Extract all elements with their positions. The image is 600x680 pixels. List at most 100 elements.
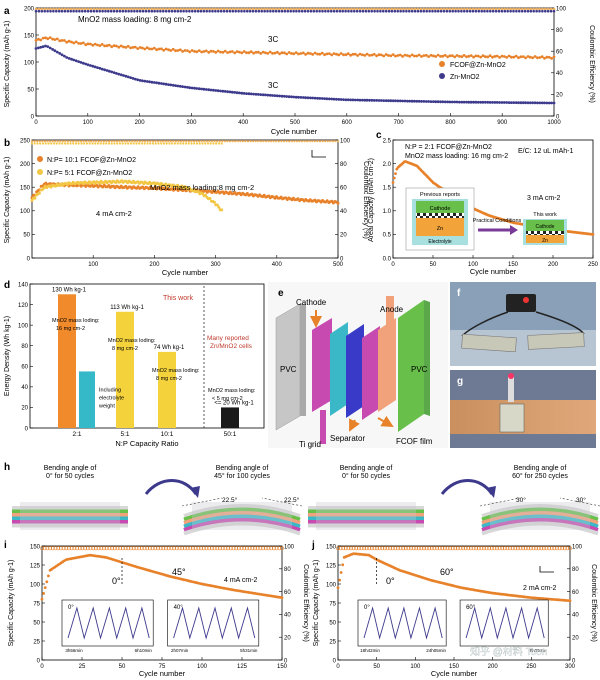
capacity-point-zn [126, 75, 130, 79]
ce-point-10 [244, 140, 247, 143]
ce-point-5 [135, 142, 138, 145]
axes-box [392, 139, 594, 259]
ce-point-zn [104, 9, 107, 13]
loading-label: 8 mg cm-2 [112, 346, 138, 352]
panel-letter-b: b [4, 138, 10, 149]
capacity-point-zn [150, 80, 154, 84]
ce-point-zn [376, 9, 379, 13]
capacity-point-fcof [209, 49, 213, 53]
zn-block [416, 218, 464, 236]
ce-point-zn [144, 9, 148, 13]
capacity-point-fcof [204, 49, 208, 53]
capacity-point-fcof [443, 53, 447, 57]
ce-point-10 [264, 140, 268, 143]
anode-layer [378, 318, 396, 412]
capacity-point-fcof [183, 49, 187, 52]
capacity-point-zn [51, 48, 54, 51]
category-label: 10:1 [161, 431, 174, 438]
ce-point [193, 546, 198, 551]
ce-point-fcof [196, 7, 200, 11]
capacity-point-zn [93, 65, 97, 69]
bar-2:1 [58, 294, 76, 428]
capacity-point-zn [55, 50, 59, 54]
capacity-point-5 [208, 197, 212, 200]
pvc-right-layer [398, 300, 424, 432]
ce-point [401, 546, 406, 551]
ce-point-10 [118, 140, 121, 143]
ce-point-10 [174, 140, 178, 143]
x-axis-label: Cycle number [139, 669, 186, 678]
ce-point-fcof [75, 7, 78, 11]
ce-point-zn [344, 9, 347, 13]
ce-point-fcof [486, 7, 489, 11]
ce-point-zn [162, 9, 165, 13]
capacity-point-zn [543, 101, 546, 105]
x-tick-label: 150 [449, 664, 460, 670]
ce-point [536, 546, 541, 551]
ce-point-zn [471, 9, 475, 13]
ce-point [437, 546, 442, 551]
ce-point-zn [272, 9, 275, 13]
capacity-point-fcof [214, 51, 218, 54]
ce-point-10 [36, 140, 39, 143]
ce-point-5 [72, 142, 75, 145]
capacity-point-fcof [37, 37, 40, 41]
ce-point [107, 546, 112, 551]
ce-point-zn [98, 9, 101, 13]
capacity-point-zn [223, 90, 227, 93]
ce-point-5 [151, 142, 155, 145]
ce-point-5 [195, 142, 199, 145]
capacity-point-fcof [171, 47, 175, 51]
ce-point-zn [147, 9, 151, 13]
ce-point-10 [156, 140, 160, 143]
loading-label: < 5 mg cm-2 [212, 396, 243, 402]
ce-point-fcof [138, 7, 142, 11]
capacity-point-zn [219, 89, 222, 93]
ce-point-fcof [303, 7, 307, 11]
ce-point-zn [40, 9, 44, 13]
step-label-4: 60° for 250 cycles [512, 472, 568, 480]
ce-point-zn [393, 9, 397, 13]
y-axis-label: Energy Density (Wh kg-1) [4, 316, 11, 396]
ce-point-10 [177, 140, 180, 143]
ce-point-fcof [364, 7, 368, 11]
inset-angle-label: 0° [68, 605, 74, 611]
areal-point [394, 172, 397, 176]
capacity-point-zn [193, 86, 196, 90]
ce-point [482, 546, 486, 551]
ce-point-fcof [240, 7, 243, 11]
ce-point-fcof [115, 7, 119, 11]
capacity-point-zn [349, 98, 352, 102]
ce-point [139, 546, 144, 551]
legend-np5: N:P= 5:1 FCOF@Zn-MnO2 [47, 170, 132, 177]
capacity-point-zn [48, 46, 52, 50]
capacity-point-fcof [162, 48, 166, 52]
capacity-point-zn [510, 101, 513, 104]
ce-point-fcof [463, 7, 466, 11]
ce-point-10 [303, 140, 306, 143]
ce-point [448, 546, 453, 551]
ce-point-fcof [141, 7, 145, 11]
separator-pattern [416, 213, 464, 218]
ce-point-zn [292, 9, 295, 13]
capacity-point-zn [230, 90, 234, 94]
ce-point [463, 546, 468, 551]
ce-point-fcof [541, 7, 544, 11]
ce-point-fcof [147, 7, 151, 11]
capacity-point-fcof [502, 55, 506, 58]
ce-point-zn [335, 9, 339, 13]
ce-point-fcof [81, 7, 84, 11]
ce-point [69, 546, 74, 551]
ce-point-fcof [379, 7, 382, 11]
ce-point [375, 546, 380, 551]
ce-point-zn [483, 9, 486, 13]
capacity-point-zn [311, 96, 315, 100]
areal-point [591, 233, 595, 236]
d-y-tick-label: 140 [18, 282, 29, 288]
angle-guide [261, 497, 303, 507]
ce-point [88, 546, 93, 551]
ce-point-5 [173, 142, 177, 145]
bar-value-label: 113 Wh kg-1 [110, 305, 144, 311]
capacity-point-fcof [188, 50, 192, 54]
ce-point [380, 546, 385, 551]
